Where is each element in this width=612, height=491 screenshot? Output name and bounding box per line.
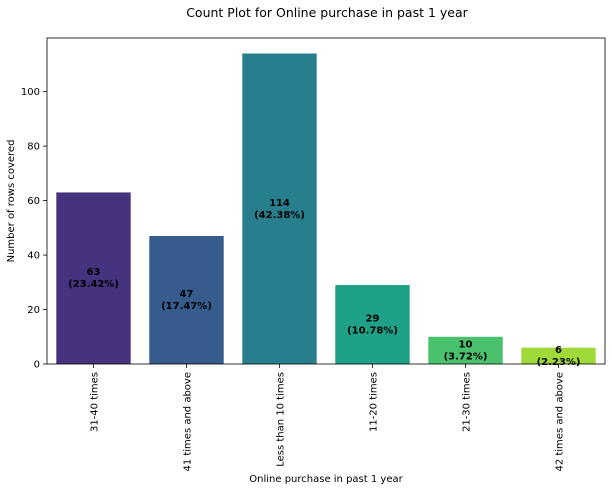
bar-3 [335,285,410,364]
bar-percent-label: (2.23%) [537,357,581,368]
x-tick-label: 42 times and above [555,372,566,472]
x-tick-label: 11-20 times [369,372,380,432]
bar-value-label: 6 [555,345,562,356]
y-tick-label: 0 [34,360,40,371]
x-tick-label: Less than 10 times [276,372,287,467]
plot-frame [46,37,606,365]
bars-group [56,53,596,365]
y-tick-label: 80 [27,142,40,153]
x-tick-label: 31-40 times [90,372,101,432]
bar-value-label: 10 [459,339,473,350]
x-tick-label: 21-30 times [462,372,473,432]
x-axis: 31-40 times 41 times and above Less than 1… [90,364,566,472]
bar-value-label: 47 [180,289,194,300]
x-axis-label: Online purchase in past 1 year [249,474,403,485]
bar-value-label: 63 [87,267,101,278]
bar-2 [242,53,317,365]
bar-1 [149,236,224,364]
bar-percent-label: (42.38%) [254,210,305,221]
bar-0 [56,192,131,364]
chart-title: Count Plot for Online purchase in past 1… [186,5,468,20]
x-tick-label: 41 times and above [183,372,194,472]
bar-value-label: 29 [366,314,380,325]
y-tick-label: 60 [27,196,40,207]
y-tick-label: 100 [21,87,40,98]
y-axis-label: Number of rows covered [6,140,17,263]
bar-4 [428,336,503,364]
bar-value-label: 114 [269,198,290,209]
bar-5 [521,347,596,364]
bar-percent-label: (23.42%) [68,279,119,290]
y-axis: 0 20 40 60 80 100 [21,87,47,371]
bar-percent-label: (3.72%) [444,351,488,362]
y-tick-label: 40 [27,251,40,262]
bar-labels-group: 63(23.42%) 47(17.47%) 114(42.38%) 29(10.78%… [68,198,580,368]
y-tick-label: 20 [27,305,40,316]
bar-percent-label: (10.78%) [347,326,398,337]
bar-percent-label: (17.47%) [161,301,212,312]
